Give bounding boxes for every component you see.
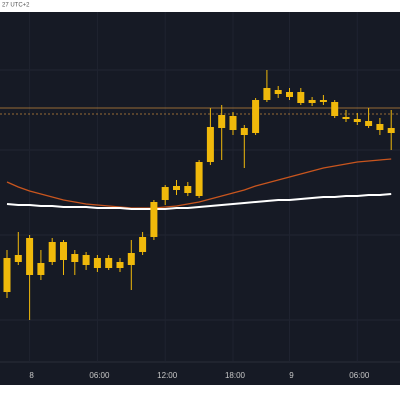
candle-body — [206, 127, 214, 162]
ma-line — [6, 158, 392, 209]
candle-body — [252, 100, 260, 133]
candle-body — [331, 102, 339, 116]
x-tick-label: 06:00 — [89, 371, 110, 380]
candle-body — [195, 162, 203, 196]
candle-body — [240, 128, 248, 135]
candle-body — [387, 128, 395, 133]
header-strip — [0, 0, 400, 12]
plot-area — [0, 12, 400, 362]
candle-body — [274, 90, 282, 94]
candle-body — [376, 124, 384, 130]
x-tick-label: 12:00 — [157, 371, 178, 380]
candle-body — [263, 88, 271, 100]
candle-body — [286, 92, 293, 97]
candle-body — [353, 119, 361, 122]
x-tick-label: 9 — [289, 371, 294, 380]
candle-body — [3, 258, 11, 292]
candle-body — [127, 253, 135, 265]
x-tick-label: 18:00 — [225, 371, 246, 380]
candle-body — [26, 238, 34, 275]
x-tick-label: 06:00 — [349, 371, 370, 380]
candle-body — [308, 100, 316, 103]
candle-body — [150, 202, 158, 237]
candle-body — [161, 187, 169, 200]
x-tick-label: 8 — [29, 371, 34, 380]
candle-body — [116, 262, 124, 268]
candle-body — [319, 100, 327, 102]
candle-body — [48, 242, 56, 262]
candle-body — [365, 121, 373, 126]
candle-body — [229, 116, 237, 130]
candle-body — [93, 258, 101, 268]
chart-background — [0, 12, 400, 385]
ma-line — [6, 193, 392, 210]
candle-body — [139, 237, 147, 252]
candle-body — [342, 117, 350, 119]
candle-body — [71, 254, 79, 262]
candle-body — [173, 186, 180, 190]
candle-body — [60, 242, 67, 260]
candle-body — [82, 255, 90, 265]
candle-body — [105, 258, 113, 268]
candle-body — [37, 263, 45, 275]
candle-body — [218, 115, 226, 128]
candle-body — [14, 255, 22, 262]
candle-body — [184, 186, 192, 193]
candle-body — [297, 92, 305, 103]
header-text: 27 UTC+2 — [2, 3, 30, 9]
